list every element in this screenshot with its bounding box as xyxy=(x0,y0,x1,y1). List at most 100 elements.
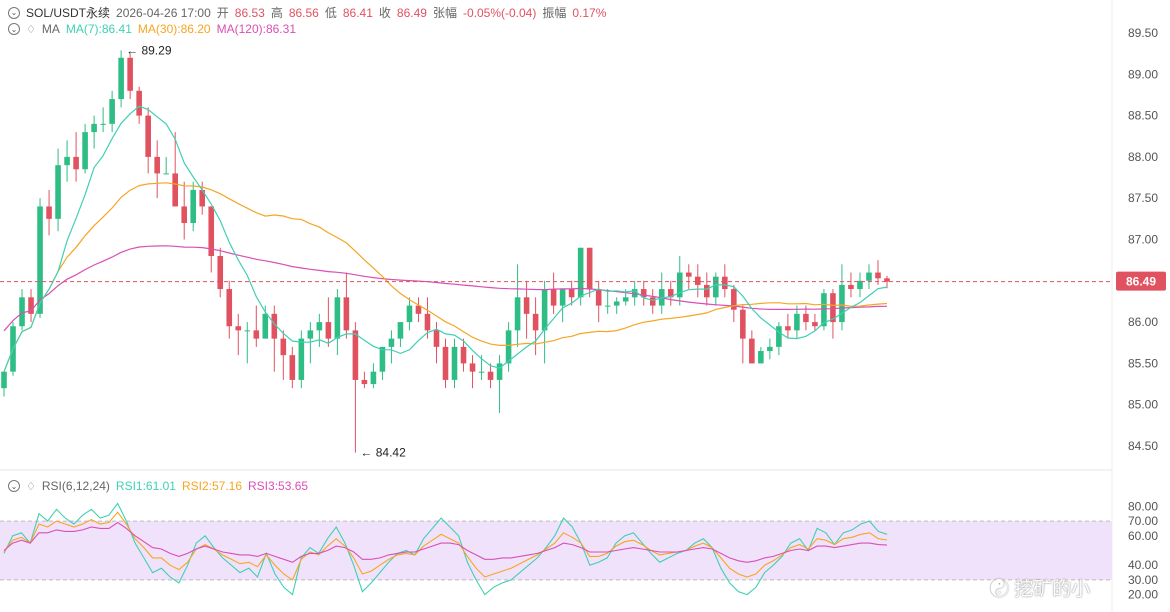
candle-body xyxy=(217,256,224,290)
candle xyxy=(685,264,692,290)
candle xyxy=(857,272,863,298)
candle xyxy=(604,289,611,314)
candle xyxy=(451,338,458,389)
candle xyxy=(866,264,872,290)
price-axis-tick: 88.00 xyxy=(1128,150,1158,164)
candle xyxy=(667,280,674,306)
price-axis-tick: 89.50 xyxy=(1128,26,1158,40)
candle xyxy=(523,280,530,339)
candle-body xyxy=(523,297,530,314)
candle-body xyxy=(821,293,827,327)
candle-body xyxy=(694,276,701,285)
candle-body xyxy=(803,313,809,323)
candle xyxy=(28,289,34,323)
collapse-chevron-icon[interactable]: ⌄ xyxy=(8,23,20,35)
candle xyxy=(235,313,242,356)
candle xyxy=(649,289,656,314)
candle xyxy=(749,330,755,364)
candle xyxy=(91,115,97,149)
candle-body xyxy=(469,363,476,372)
rsi2-value: RSI2:57.16 xyxy=(181,479,243,493)
candle xyxy=(595,280,602,323)
ma-legend: ⌄ ♢ MA MA(7):86.41 MA(30):86.20 MA(120):… xyxy=(8,22,296,36)
candle-body xyxy=(235,326,242,331)
candle xyxy=(388,330,395,364)
low-label: 低 xyxy=(324,6,337,20)
price-axis-tick: 87.50 xyxy=(1128,191,1158,205)
candle-body xyxy=(19,297,25,327)
candle-body xyxy=(532,313,539,331)
candle-body xyxy=(379,346,386,372)
candle xyxy=(424,297,431,339)
candle xyxy=(505,322,512,372)
candle-body xyxy=(154,156,160,174)
candle-body xyxy=(451,346,458,380)
change-value: -0.05%(-0.04) xyxy=(462,5,537,20)
candle xyxy=(154,140,160,199)
candle xyxy=(361,371,368,389)
candle-body xyxy=(848,284,854,290)
candle xyxy=(586,247,593,298)
symbol-label: SOL/USDT永续 xyxy=(26,6,111,20)
rsi-axis-tick: 70.00 xyxy=(1128,514,1158,528)
candle-body xyxy=(785,326,791,331)
candle xyxy=(568,280,575,306)
watermark-logo-icon: ☯ xyxy=(990,579,1010,600)
candle xyxy=(785,313,791,339)
candle-body xyxy=(370,371,377,385)
candle xyxy=(262,305,269,339)
rsi3-value: RSI3:53.65 xyxy=(248,479,309,493)
candle-body xyxy=(262,313,269,339)
candle-body xyxy=(812,322,818,327)
candle xyxy=(352,322,359,453)
candle xyxy=(1,371,7,397)
candle-body xyxy=(55,165,61,219)
candle xyxy=(217,247,224,298)
candle xyxy=(541,280,548,364)
candle-body xyxy=(334,297,341,339)
candle-body xyxy=(208,206,215,257)
close-value: 86.49 xyxy=(396,5,427,20)
bell-icon[interactable]: ♢ xyxy=(26,23,36,36)
candle-body xyxy=(857,280,863,290)
candle xyxy=(658,272,665,314)
collapse-chevron-icon[interactable]: ⌄ xyxy=(8,6,20,19)
low-value: 86.41 xyxy=(342,5,373,20)
candle-body xyxy=(731,289,737,310)
candle-body xyxy=(325,322,332,339)
candle-body xyxy=(397,322,404,339)
bell-icon[interactable]: ♢ xyxy=(26,480,36,493)
candle-body xyxy=(352,330,359,380)
candle-body xyxy=(514,297,521,331)
candle xyxy=(397,322,404,347)
candle-body xyxy=(415,305,422,314)
candle-body xyxy=(271,313,278,339)
candle xyxy=(713,272,719,306)
candle xyxy=(550,272,557,314)
rsi2-line xyxy=(3,511,888,581)
candle xyxy=(127,53,133,100)
candle xyxy=(613,297,620,314)
candle xyxy=(740,305,746,364)
candle xyxy=(145,107,151,174)
collapse-chevron-icon[interactable]: ⌄ xyxy=(8,480,20,492)
open-value: 86.53 xyxy=(234,5,265,20)
candle-body xyxy=(505,330,512,364)
candle xyxy=(875,260,881,285)
open-label: 开 xyxy=(216,6,229,20)
price-axis-tick: 88.50 xyxy=(1128,109,1158,123)
candle-body xyxy=(604,305,611,307)
candle-body xyxy=(884,278,890,282)
candle xyxy=(118,50,124,108)
candle-body xyxy=(676,272,683,298)
datetime-label: 2026-04-26 17:00 xyxy=(116,5,211,20)
rsi3-line xyxy=(3,521,888,563)
candle-body xyxy=(830,293,836,323)
candle-body xyxy=(82,132,88,170)
amplitude-label: 振幅 xyxy=(542,6,567,20)
candle-body xyxy=(667,289,674,298)
ticker-header: ⌄ SOL/USDT永续 2026-04-26 17:00 开 86.53 高 86… xyxy=(8,4,606,21)
candle-body xyxy=(541,289,548,331)
candle xyxy=(640,280,647,306)
